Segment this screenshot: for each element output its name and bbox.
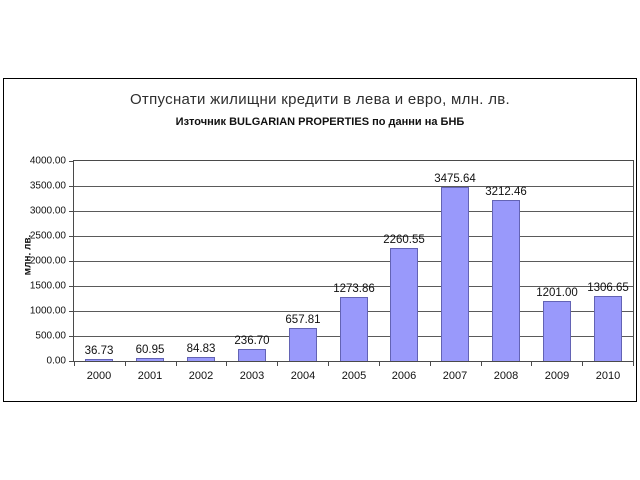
chart-frame: Отпуснати жилищни кредити в лева и евро,… — [3, 78, 637, 402]
bar-2003 — [238, 349, 266, 361]
y-axis-tick — [69, 161, 74, 162]
y-tick-label: 0.00 — [46, 355, 66, 367]
x-axis-label: 2002 — [188, 370, 214, 382]
gridline — [74, 211, 633, 212]
gridline — [74, 286, 633, 287]
bar-2006 — [390, 248, 418, 361]
bar-value-label: 1306.65 — [587, 282, 629, 294]
y-axis-tick — [69, 336, 74, 337]
y-tick-label: 4000.00 — [29, 155, 66, 167]
bar-value-label: 657.81 — [285, 314, 321, 326]
y-axis-tick — [69, 236, 74, 237]
y-tick-label: 2000.00 — [29, 255, 66, 267]
bar-value-label: 3475.64 — [434, 173, 476, 185]
bar-value-label: 1201.00 — [536, 287, 578, 299]
x-axis-label: 2003 — [239, 370, 265, 382]
x-axis-label: 2005 — [341, 370, 367, 382]
bar-value-label: 84.83 — [186, 343, 216, 355]
bar-value-label: 1273.86 — [333, 283, 375, 295]
bar-value-label: 2260.55 — [383, 234, 425, 246]
bar-2001 — [136, 358, 164, 361]
bar-2005 — [340, 297, 368, 361]
y-tick-label: 1500.00 — [29, 280, 66, 292]
bar-value-label: 60.95 — [135, 344, 165, 356]
x-axis-tick — [481, 361, 482, 366]
x-axis-label: 2010 — [595, 370, 621, 382]
chart-title: Отпуснати жилищни кредити в лева и евро,… — [129, 91, 511, 108]
y-axis-tick — [69, 361, 74, 362]
bar-2008 — [492, 200, 520, 361]
x-axis-tick — [582, 361, 583, 366]
x-axis-tick — [379, 361, 380, 366]
y-tick-label: 2500.00 — [29, 230, 66, 242]
plot-area: 0.00 500.00 1000.00 1500.00 2000.00 2500.00 30… — [30, 156, 634, 382]
x-axis-tick — [328, 361, 329, 366]
gridline — [74, 236, 633, 237]
bar-2009 — [543, 301, 571, 361]
bar-2010 — [594, 296, 622, 361]
x-axis-label: 2004 — [290, 370, 316, 382]
y-tick-label: 1000.00 — [29, 305, 66, 317]
gridline — [74, 186, 633, 187]
x-axis-label: 2007 — [442, 370, 468, 382]
x-axis-tick — [633, 361, 634, 366]
y-tick-label: 3500.00 — [29, 180, 66, 192]
x-axis-tick — [176, 361, 177, 366]
x-axis-label: 2008 — [493, 370, 519, 382]
x-axis-tick — [125, 361, 126, 366]
x-axis-tick — [531, 361, 532, 366]
x-axis-tick — [430, 361, 431, 366]
x-axis-label: 2009 — [544, 370, 570, 382]
x-axis-label: 2000 — [86, 370, 112, 382]
bar-value-label: 236.70 — [234, 335, 270, 347]
x-axis-tick — [226, 361, 227, 366]
y-tick-label: 500.00 — [35, 330, 66, 342]
y-axis-tick — [69, 286, 74, 287]
gridline — [74, 261, 633, 262]
y-axis-tick — [69, 311, 74, 312]
bar-2007 — [441, 187, 469, 361]
y-tick-label: 3000.00 — [29, 205, 66, 217]
bar-2000 — [85, 359, 113, 361]
bar-value-label: 3212.46 — [485, 186, 527, 198]
y-axis-tick — [69, 211, 74, 212]
x-axis-tick — [74, 361, 75, 366]
y-axis-tick — [69, 261, 74, 262]
x-axis-tick — [277, 361, 278, 366]
bar-2004 — [289, 328, 317, 361]
y-axis-tick — [69, 186, 74, 187]
chart-subtitle: Източник BULGARIAN PROPERTIES по данни н… — [175, 116, 465, 128]
x-axis-label: 2001 — [137, 370, 163, 382]
x-axis-label: 2006 — [391, 370, 417, 382]
bar-value-label: 36.73 — [84, 345, 114, 357]
bar-2002 — [187, 357, 215, 361]
